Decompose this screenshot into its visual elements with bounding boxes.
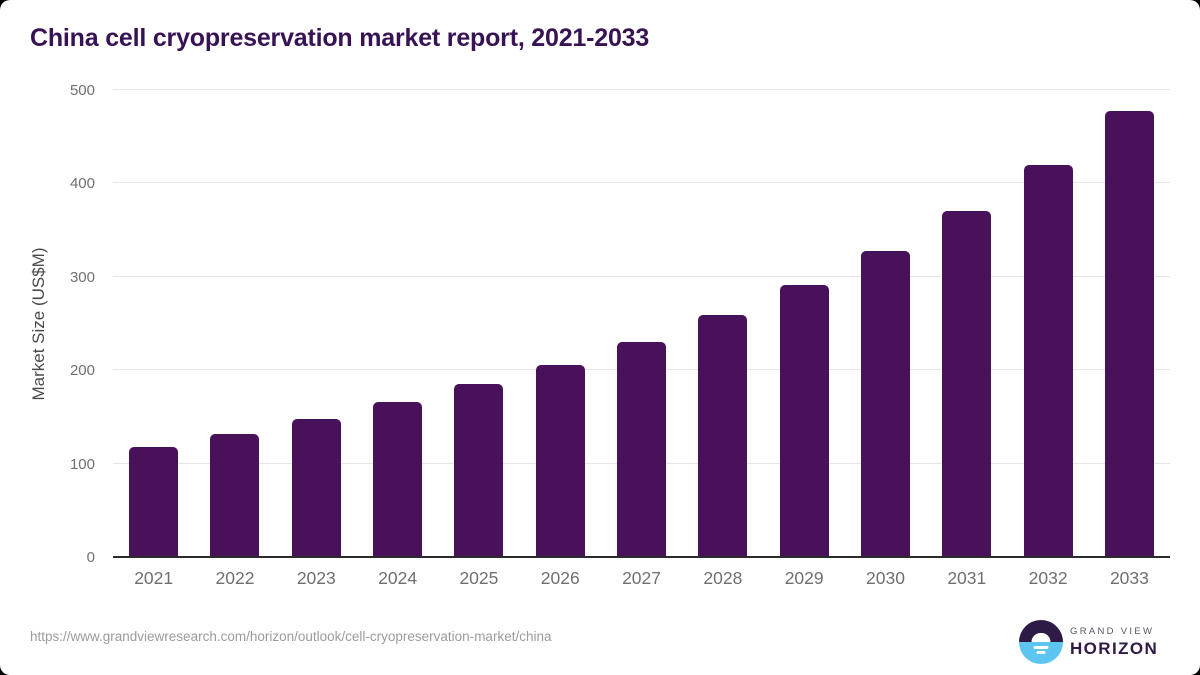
brand-logo: GRAND VIEW HORIZON [1019,620,1158,664]
x-tick-label-2025: 2025 [459,568,499,588]
bar-slot-2032 [1007,90,1088,557]
y-tick-label-500: 500 [69,82,95,99]
bar-2021 [129,446,179,557]
bar-2029 [779,285,829,557]
gridline-300 [113,275,1170,277]
y-tick-label-100: 100 [69,455,95,473]
x-tick-label-2031: 2031 [947,568,987,588]
bar-slot-2028 [682,90,763,557]
brand-name-grand-view: GRAND VIEW [1070,625,1155,637]
bar-2023 [291,418,341,557]
chart-title: China cell cryopreservation market repor… [30,24,650,52]
x-tick-label-2027: 2027 [622,568,661,588]
bar-2032 [1023,164,1073,557]
logo-reflection-line-icon [1033,646,1049,649]
bar-2022 [210,433,260,557]
x-axis-line [113,556,1170,558]
bar-2031 [942,210,992,557]
y-tick-label-300: 300 [69,268,95,286]
bar-series [113,90,1170,557]
y-tick-label-400: 400 [69,175,95,193]
logo-sun-icon [1031,633,1051,642]
bar-slot-2025 [438,90,519,557]
plot-area [113,89,1170,557]
bar-2027 [617,342,667,557]
x-tick-label-2030: 2030 [866,568,905,588]
bar-slot-2024 [357,90,438,557]
x-tick-label-2023: 2023 [296,568,336,588]
brand-name-horizon: HORIZON [1070,638,1159,658]
y-axis-tick-labels: 0 100 200 300 400 500 [0,82,95,566]
y-tick-label-0: 0 [86,549,95,566]
bar-2024 [373,401,423,557]
bar-slot-2029 [764,90,845,557]
x-tick-label-2026: 2026 [540,568,580,588]
x-tick-label-2033: 2033 [1109,568,1149,588]
x-tick-label-2021: 2021 [134,568,174,588]
x-tick-label-2028: 2028 [703,568,743,588]
bar-slot-2030 [845,90,926,557]
x-tick-label-2032: 2032 [1028,568,1068,588]
bar-2033 [1104,110,1154,557]
bar-slot-2031 [926,90,1007,557]
x-tick-label-2029: 2029 [784,568,824,588]
bar-2026 [535,364,585,557]
logo-reflection-line-icon [1036,651,1046,654]
bar-2030 [860,250,910,557]
bar-slot-2021 [113,90,194,557]
gridline-400 [113,182,1170,184]
bar-2028 [698,315,748,557]
gridline-500 [113,89,1170,90]
x-axis-tick-labels: 2021 2022 2023 2024 2025 2026 2027 2028 2029 2030… [113,568,1170,589]
x-tick-label-2024: 2024 [378,568,418,588]
bar-slot-2026 [520,90,601,557]
bar-slot-2023 [276,90,357,557]
bar-slot-2033 [1089,90,1170,557]
source-url: https://www.grandviewresearch.com/horizo… [30,629,552,644]
brand-logo-text: GRAND VIEW HORIZON [1070,626,1158,659]
y-tick-label-200: 200 [69,362,95,380]
grand-view-horizon-logo-icon [1019,620,1063,664]
x-tick-label-2022: 2022 [215,568,255,588]
bar-2025 [454,384,504,557]
bar-slot-2027 [601,90,682,557]
bar-slot-2022 [194,90,275,557]
